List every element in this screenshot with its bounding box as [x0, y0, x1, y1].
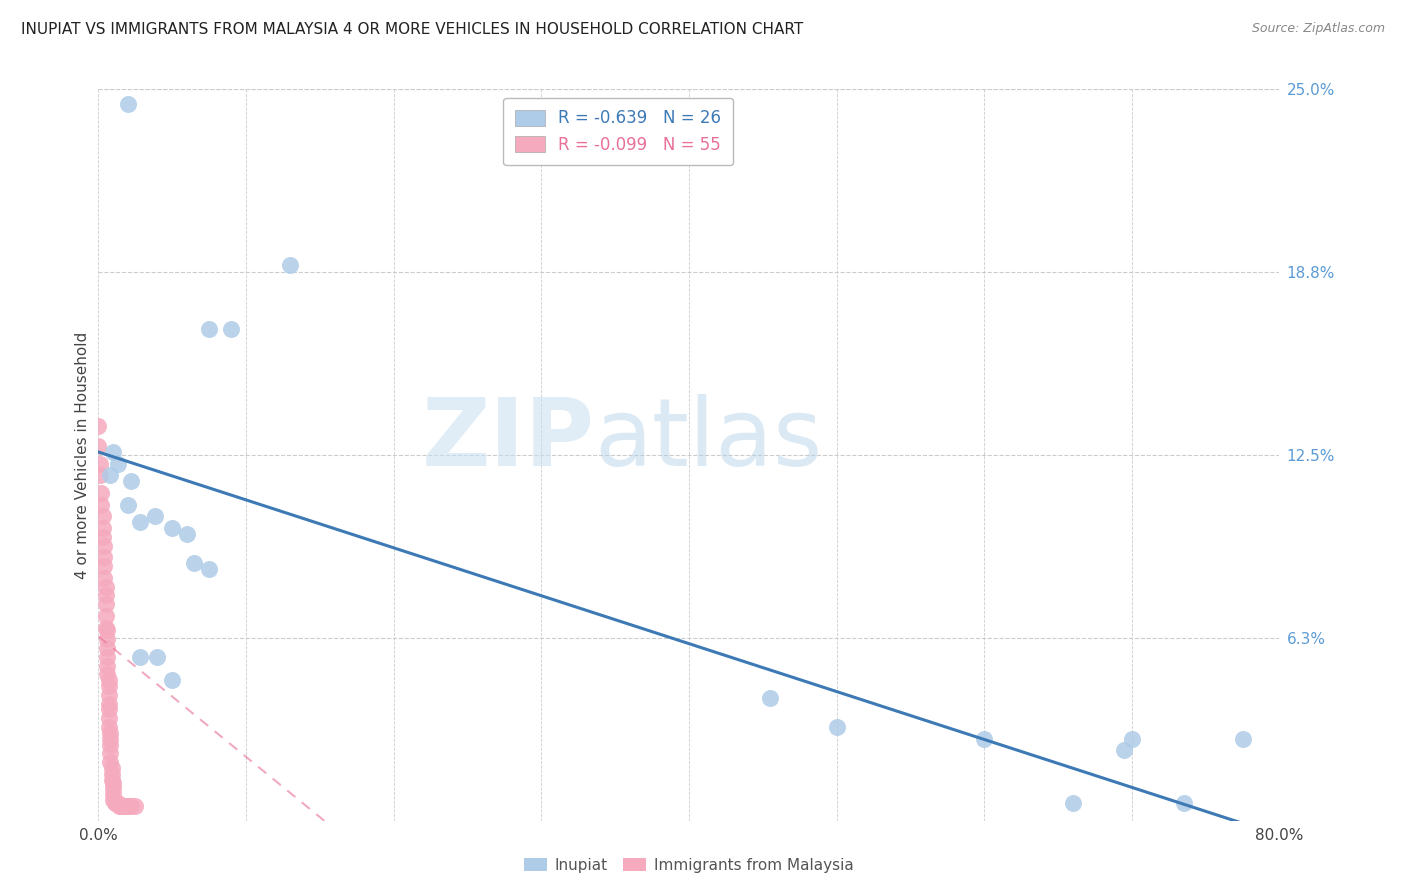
- Point: [105, 796, 128, 810]
- Point: [98, 747, 121, 761]
- Point: [103, 787, 125, 801]
- Point: [118, 799, 141, 814]
- Point: [93, 539, 115, 553]
- Point: [117, 96, 139, 111]
- Point: [94, 621, 117, 635]
- Point: [759, 690, 782, 705]
- Point: [89, 468, 111, 483]
- Point: [183, 556, 205, 570]
- Point: [96, 658, 118, 673]
- Point: [97, 673, 120, 688]
- Point: [93, 559, 115, 574]
- Point: [94, 597, 117, 611]
- Point: [98, 755, 121, 769]
- Point: [89, 457, 111, 471]
- Point: [96, 632, 118, 647]
- Point: [94, 580, 117, 594]
- Legend: Inupiat, Immigrants from Malaysia: Inupiat, Immigrants from Malaysia: [519, 852, 859, 879]
- Point: [1173, 796, 1195, 810]
- Point: [128, 649, 150, 664]
- Point: [107, 457, 129, 471]
- Point: [91, 509, 114, 524]
- Text: Source: ZipAtlas.com: Source: ZipAtlas.com: [1251, 22, 1385, 36]
- Point: [198, 322, 221, 336]
- Point: [162, 673, 183, 688]
- Point: [91, 521, 114, 535]
- Point: [1232, 731, 1254, 746]
- Y-axis label: 4 or more Vehicles in Household: 4 or more Vehicles in Household: [75, 331, 90, 579]
- Point: [100, 772, 122, 787]
- Point: [93, 571, 115, 585]
- Point: [98, 468, 121, 483]
- Point: [100, 767, 122, 781]
- Point: [120, 799, 142, 814]
- Point: [97, 679, 120, 693]
- Point: [973, 731, 995, 746]
- Point: [124, 799, 146, 814]
- Point: [87, 418, 110, 433]
- Point: [97, 711, 120, 725]
- Point: [198, 562, 221, 576]
- Point: [110, 799, 132, 814]
- Point: [110, 799, 132, 814]
- Point: [162, 521, 183, 535]
- Point: [103, 445, 125, 459]
- Point: [96, 667, 118, 681]
- Point: [176, 527, 198, 541]
- Point: [825, 720, 848, 734]
- Point: [128, 515, 150, 529]
- Point: [104, 796, 127, 810]
- Point: [87, 439, 110, 453]
- Point: [96, 649, 118, 664]
- Point: [1121, 731, 1143, 746]
- Point: [143, 509, 166, 524]
- Point: [103, 775, 125, 789]
- Text: ZIP: ZIP: [422, 394, 595, 486]
- Point: [98, 731, 121, 746]
- Point: [1062, 796, 1084, 810]
- Point: [103, 793, 125, 807]
- Point: [108, 799, 131, 814]
- Point: [97, 720, 120, 734]
- Point: [111, 799, 134, 814]
- Point: [93, 550, 115, 565]
- Point: [146, 649, 169, 664]
- Point: [97, 702, 120, 716]
- Point: [98, 726, 121, 740]
- Point: [100, 761, 122, 775]
- Text: atlas: atlas: [595, 394, 823, 486]
- Point: [94, 588, 117, 602]
- Point: [96, 640, 118, 655]
- Point: [97, 688, 120, 702]
- Point: [107, 796, 129, 810]
- Point: [120, 475, 142, 489]
- Point: [278, 258, 302, 272]
- Point: [91, 530, 114, 544]
- Point: [98, 738, 121, 752]
- Point: [115, 799, 138, 814]
- Point: [117, 498, 139, 512]
- Point: [90, 498, 112, 512]
- Text: INUPIAT VS IMMIGRANTS FROM MALAYSIA 4 OR MORE VEHICLES IN HOUSEHOLD CORRELATION : INUPIAT VS IMMIGRANTS FROM MALAYSIA 4 OR…: [21, 22, 803, 37]
- Point: [90, 486, 112, 500]
- Point: [103, 781, 125, 796]
- Point: [97, 697, 120, 711]
- Point: [219, 322, 242, 336]
- Point: [94, 608, 117, 623]
- Point: [96, 624, 118, 638]
- Point: [114, 799, 136, 814]
- Point: [1114, 743, 1136, 757]
